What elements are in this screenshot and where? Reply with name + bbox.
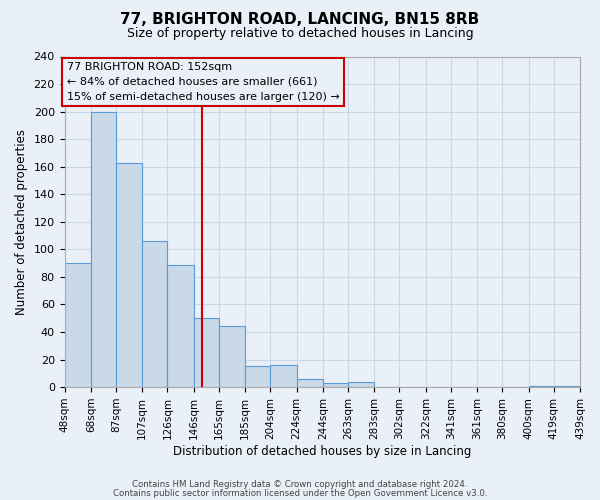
Text: Size of property relative to detached houses in Lancing: Size of property relative to detached ho…	[127, 28, 473, 40]
Bar	[194, 318, 219, 387]
Bar	[245, 366, 270, 387]
Bar	[296, 379, 323, 387]
Bar	[167, 264, 194, 387]
Bar	[270, 365, 296, 387]
Bar	[554, 386, 580, 387]
Bar	[323, 383, 348, 387]
Bar	[219, 326, 245, 387]
Text: Contains public sector information licensed under the Open Government Licence v3: Contains public sector information licen…	[113, 488, 487, 498]
Bar	[529, 386, 554, 387]
Text: 77, BRIGHTON ROAD, LANCING, BN15 8RB: 77, BRIGHTON ROAD, LANCING, BN15 8RB	[121, 12, 479, 28]
Text: 77 BRIGHTON ROAD: 152sqm
← 84% of detached houses are smaller (661)
15% of semi-: 77 BRIGHTON ROAD: 152sqm ← 84% of detach…	[67, 62, 339, 102]
Bar	[91, 112, 116, 387]
Bar	[116, 162, 142, 387]
Bar	[348, 382, 374, 387]
X-axis label: Distribution of detached houses by size in Lancing: Distribution of detached houses by size …	[173, 444, 472, 458]
Bar	[142, 241, 167, 387]
Bar	[65, 263, 91, 387]
Y-axis label: Number of detached properties: Number of detached properties	[15, 129, 28, 315]
Text: Contains HM Land Registry data © Crown copyright and database right 2024.: Contains HM Land Registry data © Crown c…	[132, 480, 468, 489]
